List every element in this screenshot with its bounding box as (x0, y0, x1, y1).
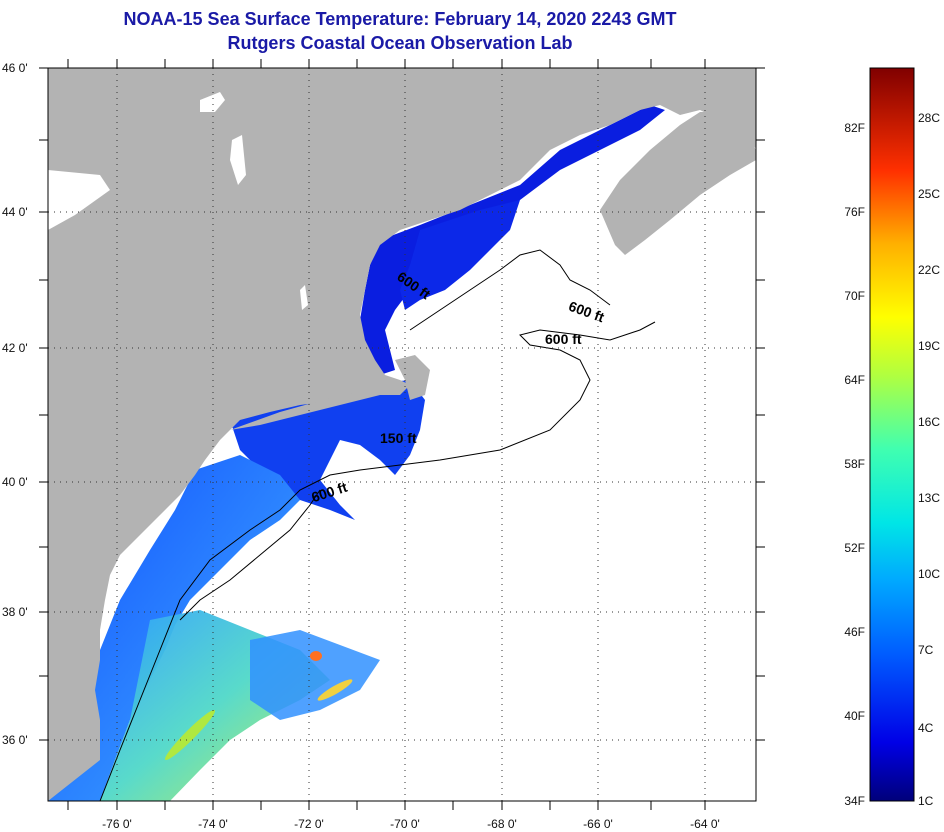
title-line-1: NOAA-15 Sea Surface Temperature: Februar… (123, 9, 677, 29)
land-us-mainland (48, 68, 756, 801)
colorbar-c-label: 16C (918, 415, 940, 429)
lake (300, 285, 308, 310)
map-frame (47, 67, 757, 802)
colorbar-gradient (869, 67, 915, 802)
lat-label: 40 0' (2, 475, 28, 489)
colorbar-c-label: 28C (918, 111, 940, 125)
colorbar-c-label: 7C (918, 643, 934, 657)
colorbar-c-label: 4C (918, 721, 934, 735)
frame-ticks (39, 59, 765, 810)
warm-spot (310, 651, 322, 661)
contour-gulf (409, 249, 611, 331)
colorbar-c-label: 1C (918, 794, 934, 808)
colorbar-f-label: 58F (844, 457, 865, 471)
grid (48, 68, 756, 801)
colorbar-c-label: 25C (918, 187, 940, 201)
colorbar-f-label: 76F (844, 205, 865, 219)
lat-label: 36 0' (2, 733, 28, 747)
contour-shelf (99, 321, 656, 801)
lat-label: 38 0' (2, 605, 28, 619)
lon-label: -74 0' (198, 817, 228, 831)
lon-label: -76 0' (102, 817, 132, 831)
sst-mid-atlantic-shelf (48, 455, 300, 801)
contour-label: 600 ft (545, 331, 582, 347)
lat-label: 42 0' (2, 341, 28, 355)
colorbar-c-label: 13C (918, 491, 940, 505)
warm-filament (317, 679, 353, 701)
lat-label: 44 0' (2, 205, 28, 219)
colorbar-f-label: 34F (844, 794, 865, 808)
colorbar: 82F 76F 70F 64F 58F 52F 46F 40F 34F 28C … (844, 67, 940, 808)
colorbar-c-label: 19C (918, 339, 940, 353)
land-long-island (230, 385, 385, 430)
colorbar-f-label: 82F (844, 121, 865, 135)
sst-offshore-patches (250, 630, 380, 720)
colorbar-f-label: 70F (844, 289, 865, 303)
lon-label: -64 0' (690, 817, 720, 831)
contour-inner (179, 489, 321, 621)
land-nova-scotia (600, 112, 756, 255)
lon-label: -72 0' (294, 817, 324, 831)
lake (48, 170, 110, 230)
lon-label: -70 0' (390, 817, 420, 831)
map-area (48, 68, 756, 801)
colorbar-c-label: 10C (918, 567, 940, 581)
lat-label: 46 0' (2, 61, 28, 75)
lon-label: -66 0' (583, 817, 613, 831)
lake (200, 92, 225, 112)
lat-labels: 46 0' 44 0' 42 0' 40 0' 38 0' 36 0' (2, 61, 28, 747)
sst-gulf-of-maine (400, 200, 520, 310)
colorbar-c-label: 22C (918, 263, 940, 277)
colorbar-f-label: 52F (844, 541, 865, 555)
lon-labels: -76 0' -74 0' -72 0' -70 0' -68 0' -66 0… (102, 817, 720, 831)
warm-filament-2 (165, 710, 215, 760)
colorbar-f-label: 64F (844, 373, 865, 387)
contour-label: 150 ft (380, 430, 417, 446)
land-cape-cod (395, 355, 430, 400)
colorbar-f-label: 40F (844, 709, 865, 723)
colorbar-f-label: 46F (844, 625, 865, 639)
lake (230, 135, 246, 185)
title-line-2: Rutgers Coastal Ocean Observation Lab (227, 33, 573, 53)
lon-label: -68 0' (487, 817, 517, 831)
